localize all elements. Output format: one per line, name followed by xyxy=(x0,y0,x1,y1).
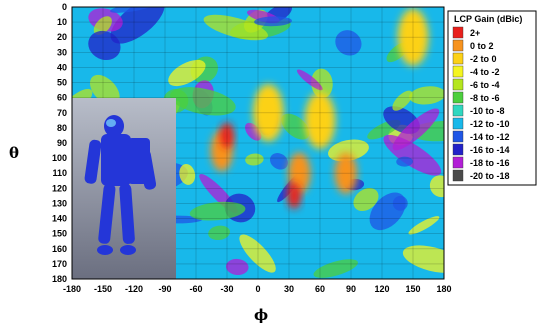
y-tick-label: 80 xyxy=(57,123,67,133)
legend-label: -6 to -4 xyxy=(470,80,500,90)
astronaut-part xyxy=(97,245,113,255)
x-tick-label: -180 xyxy=(63,284,81,294)
visor xyxy=(106,119,116,127)
y-tick-label: 150 xyxy=(52,229,67,239)
x-tick-label: 60 xyxy=(315,284,325,294)
y-tick-label: 30 xyxy=(57,47,67,57)
x-tick-label: 90 xyxy=(346,284,356,294)
legend-swatch xyxy=(453,131,463,142)
x-tick-label: 120 xyxy=(374,284,389,294)
x-tick-label: 30 xyxy=(284,284,294,294)
y-tick-label: 60 xyxy=(57,93,67,103)
y-tick-label: 90 xyxy=(57,138,67,148)
legend-swatch xyxy=(453,53,463,64)
astronaut-part xyxy=(120,245,136,255)
legend-title: LCP Gain (dBic) xyxy=(454,14,522,24)
legend-label: 0 to 2 xyxy=(470,41,494,51)
x-tick-label: -120 xyxy=(125,284,143,294)
y-tick-label: 50 xyxy=(57,78,67,88)
y-tick-label: 100 xyxy=(52,153,67,163)
y-tick-label: 180 xyxy=(52,274,67,284)
y-tick-label: 170 xyxy=(52,259,67,269)
y-tick-label: 140 xyxy=(52,214,67,224)
astronaut-part xyxy=(101,134,131,186)
y-axis-title: θ xyxy=(9,144,19,162)
x-tick-label: 180 xyxy=(436,284,451,294)
x-tick-label: -60 xyxy=(189,284,202,294)
legend-swatch xyxy=(453,40,463,51)
y-tick-label: 10 xyxy=(57,17,67,27)
legend-swatch xyxy=(453,66,463,77)
legend-label: -2 to 0 xyxy=(470,54,497,64)
legend-swatch xyxy=(453,118,463,129)
legend-label: 2+ xyxy=(470,28,480,38)
y-axis-ticks: 0 10 20 30 40 50 60 70 80 90 100 110 120 130 140 150 160… xyxy=(52,2,67,284)
legend-swatch xyxy=(453,92,463,103)
legend-swatch xyxy=(453,27,463,38)
legend: LCP Gain (dBic) 2+ 0 to 2 -2 to 0 -4 to -2 -… xyxy=(448,11,536,185)
legend-swatch xyxy=(453,144,463,155)
legend-swatch xyxy=(453,105,463,116)
y-tick-label: 70 xyxy=(57,108,67,118)
x-tick-label: -30 xyxy=(220,284,233,294)
legend-label: -12 to -10 xyxy=(470,119,510,129)
legend-swatch xyxy=(453,79,463,90)
y-tick-label: 0 xyxy=(62,2,67,12)
x-tick-label: 150 xyxy=(405,284,420,294)
y-tick-label: 40 xyxy=(57,62,67,72)
y-tick-label: 130 xyxy=(52,198,67,208)
legend-label: -10 to -8 xyxy=(470,106,505,116)
legend-label: -16 to -14 xyxy=(470,145,510,155)
legend-label: -8 to -6 xyxy=(470,93,500,103)
legend-label: -4 to -2 xyxy=(470,67,500,77)
y-tick-label: 120 xyxy=(52,183,67,193)
legend-label: -14 to -12 xyxy=(470,132,510,142)
x-tick-label: -150 xyxy=(94,284,112,294)
legend-label: -18 to -16 xyxy=(470,158,510,168)
x-tick-label: 0 xyxy=(255,284,260,294)
y-tick-label: 110 xyxy=(52,168,67,178)
legend-swatch xyxy=(453,170,463,181)
legend-label: -20 to -18 xyxy=(470,171,510,181)
plot-area xyxy=(48,0,471,282)
y-tick-label: 160 xyxy=(52,244,67,254)
legend-swatch xyxy=(453,157,463,168)
astronaut-inset xyxy=(72,98,176,279)
x-tick-label: -90 xyxy=(158,284,171,294)
x-axis-title: ϕ xyxy=(254,306,268,324)
y-tick-label: 20 xyxy=(57,32,67,42)
x-axis-ticks: -180 -150 -120 -90 -60 -30 0 30 60 90 120 150 180 xyxy=(63,284,452,294)
